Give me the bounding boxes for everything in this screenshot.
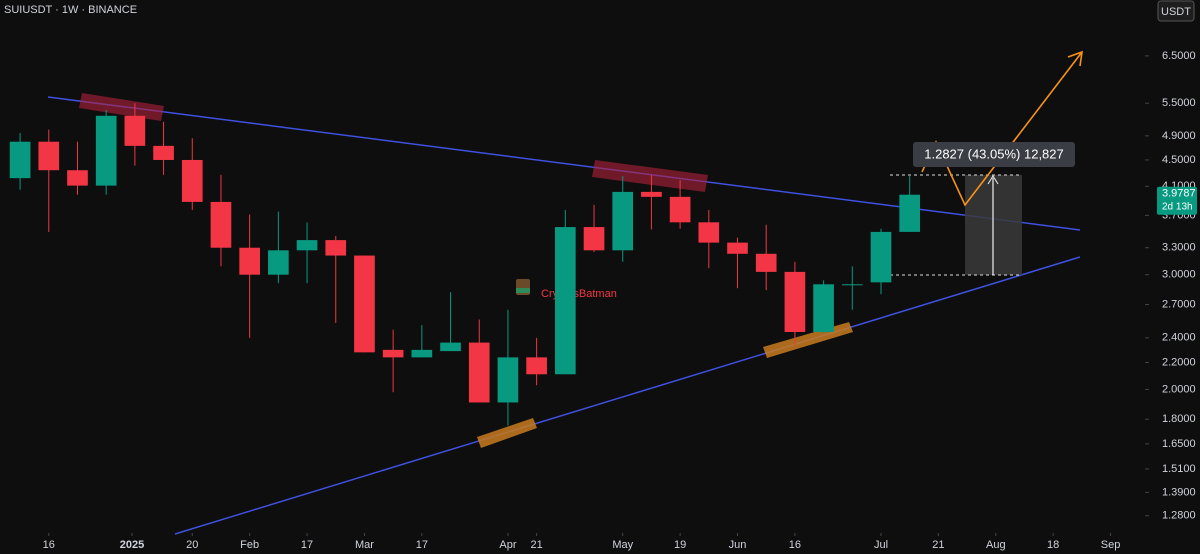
y-tick-label: 4.9000: [1162, 130, 1196, 142]
x-tick-label: 21: [531, 539, 543, 551]
candle-body: [870, 231, 892, 283]
x-tick-label: 16: [43, 539, 55, 551]
x-tick-label: Mar: [355, 539, 374, 551]
candle-body: [497, 357, 519, 403]
y-tick-label: 2.4000: [1162, 332, 1196, 344]
candle-body: [612, 191, 634, 251]
candle-body: [382, 349, 404, 358]
x-tick-label: 17: [416, 539, 428, 551]
y-tick-label: 4.5000: [1162, 154, 1196, 166]
y-tick-label: 1.6500: [1162, 438, 1196, 450]
y-tick-label: 2.7000: [1162, 298, 1196, 310]
y-tick-label: 1.3900: [1162, 486, 1196, 498]
candle-body: [296, 240, 318, 251]
candle-body: [38, 141, 60, 171]
x-tick-label: 2025: [120, 539, 144, 551]
x-tick-label: Apr: [499, 539, 516, 551]
x-tick-label: Feb: [240, 539, 259, 551]
candle-body: [440, 342, 461, 352]
candle-body: [841, 284, 863, 286]
y-tick-label: 3.0000: [1162, 269, 1196, 281]
resistance-highlight: [592, 160, 708, 192]
watermark: CryptosBatman: [541, 288, 617, 300]
y-tick-label: 1.2800: [1162, 510, 1196, 522]
currency-button[interactable]: [1157, 0, 1195, 22]
candle-body: [95, 115, 117, 186]
x-tick-label: 20: [186, 539, 198, 551]
resistance-highlight: [79, 93, 164, 121]
candle-body: [9, 141, 31, 179]
x-tick-label: 19: [674, 539, 686, 551]
candle-body: [641, 191, 662, 197]
measure-label-box: [913, 142, 1075, 167]
candle-body: [181, 159, 203, 202]
x-tick-label: 16: [789, 539, 801, 551]
candle-body: [153, 145, 174, 160]
y-tick-label: 2.0000: [1162, 383, 1196, 395]
candle-body: [124, 115, 146, 146]
x-tick-label: Jun: [729, 539, 747, 551]
candle-body: [411, 349, 433, 358]
projection-arrow-head: [1067, 50, 1083, 67]
candle-body: [784, 271, 806, 333]
candle-body: [755, 253, 777, 272]
candle-body: [268, 250, 289, 275]
candle-body: [468, 342, 490, 403]
y-tick-label: 1.8000: [1162, 413, 1196, 425]
candle-body: [813, 284, 834, 333]
x-tick-label: Aug: [986, 539, 1006, 551]
y-tick-label: 3.3000: [1162, 242, 1196, 254]
candle-body: [325, 240, 347, 256]
candle-body: [899, 194, 921, 232]
x-tick-label: 17: [301, 539, 313, 551]
candle-body: [583, 227, 605, 251]
y-tick-label: 2.2000: [1162, 356, 1196, 368]
countdown-label: 2d 13h: [1162, 201, 1193, 212]
candle-body: [526, 357, 547, 375]
last-price-tag: [1157, 186, 1197, 215]
x-tick-label: Sep: [1101, 539, 1121, 551]
y-tick-label: 1.5100: [1162, 463, 1196, 475]
x-tick-label: Jul: [874, 539, 888, 551]
candle-body: [669, 196, 691, 223]
chart-title: SUIUSDT · 1W · BINANCE: [4, 4, 137, 16]
x-tick-label: May: [612, 539, 633, 551]
candle-body: [554, 227, 576, 375]
measure-arrow-head: [987, 175, 999, 185]
watermark-icon: [516, 288, 530, 293]
candles: [9, 103, 921, 426]
lower-trendline: [174, 256, 1081, 535]
support-highlight: [477, 418, 537, 448]
x-tick-label: 18: [1047, 539, 1059, 551]
currency-label[interactable]: USDT: [1161, 6, 1191, 18]
y-tick-label: 5.5000: [1162, 97, 1196, 109]
candle-body: [239, 247, 260, 275]
candle-body: [210, 201, 232, 248]
last-price-label: 3.9787: [1162, 188, 1196, 200]
x-tick-label: 21: [932, 539, 944, 551]
y-tick-label: 6.5000: [1162, 50, 1196, 62]
measure-label: 1.2827 (43.05%) 12,827: [924, 146, 1064, 161]
candle-body: [727, 242, 748, 254]
candle-body: [698, 222, 720, 243]
candle-body: [67, 170, 88, 186]
candle-body: [354, 255, 375, 353]
